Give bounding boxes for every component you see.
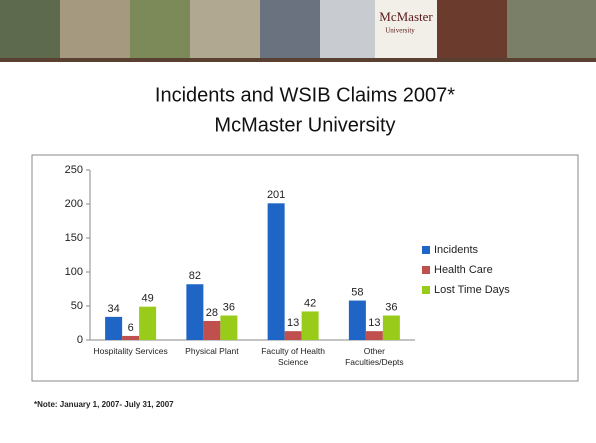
footnote: *Note: January 1, 2007- July 31, 2007 [34,400,174,409]
bar [186,284,203,340]
legend-label: Lost Time Days [434,284,510,296]
value-label: 13 [368,317,380,329]
bar [268,203,285,340]
value-label: 34 [108,303,120,315]
value-label: 36 [385,301,397,313]
value-label: 42 [304,297,316,309]
value-label: 49 [142,293,154,305]
x-tick-label: Hospitality Services [91,346,171,357]
chart-subtitle: McMaster University [214,114,395,136]
bar [220,316,237,340]
slide: McMaster University Incidents and WSIB C… [0,0,596,443]
bar [366,331,383,340]
bar [349,301,366,340]
y-tick-label: 250 [65,164,83,176]
legend-swatch [422,286,430,294]
chart: McMaster University Incidents and WSIB C… [0,0,596,443]
value-label: 6 [128,322,134,334]
bar [285,331,302,340]
x-tick-label: Other Faculties/Depts [334,346,414,368]
y-tick-label: 100 [65,266,83,278]
y-tick-label: 50 [71,300,83,312]
x-tick-label: Faculty of Health Science [253,346,333,368]
y-tick-label: 150 [65,232,83,244]
y-tick-label: 200 [65,198,83,210]
value-label: 201 [267,189,285,201]
logo-text: McMaster [379,9,433,24]
bar [122,336,139,340]
value-label: 36 [223,301,235,313]
value-label: 82 [189,270,201,282]
bar [383,316,400,340]
banner: McMaster University [0,0,596,62]
legend-swatch [422,266,430,274]
bar [139,307,156,340]
x-tick-label: Physical Plant [172,346,252,357]
bar [302,311,319,340]
bar [105,317,122,340]
value-label: 28 [206,307,218,319]
legend-label: Incidents [434,244,479,256]
logo-subtext: University [385,27,415,35]
y-tick-label: 0 [77,334,83,346]
chart-title: Incidents and WSIB Claims 2007* [155,84,455,106]
value-label: 58 [351,286,363,298]
legend-label: Health Care [434,264,493,276]
bar [203,321,220,340]
value-label: 13 [287,317,299,329]
legend-swatch [422,246,430,254]
